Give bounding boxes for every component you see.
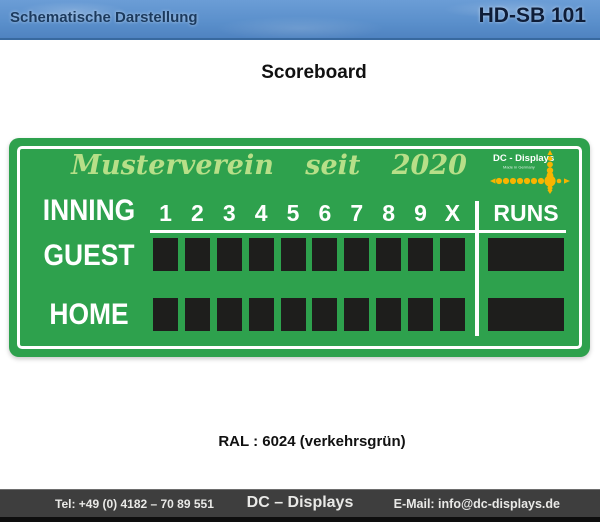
home-row-label: HOME: [49, 298, 129, 331]
footer-email: E-Mail: info@dc-displays.de: [393, 497, 560, 511]
inning-number: X: [444, 200, 461, 226]
score-cell: [376, 298, 402, 331]
footer-company: DC – Displays: [246, 494, 354, 511]
guest-runs-display: [488, 238, 564, 271]
score-cell: [312, 298, 338, 331]
score-cell: [280, 238, 306, 271]
inning-number: 4: [254, 200, 268, 226]
footer-bottom-strip: [0, 517, 600, 522]
dc-displays-logo: DC - Displays Made in Germany: [490, 150, 570, 194]
inning-number: 6: [318, 200, 332, 226]
guest-inning-cells: [153, 238, 465, 271]
model-number: HD-SB 101: [478, 4, 586, 27]
score-cell: [153, 298, 178, 331]
page-title: Scoreboard: [261, 62, 367, 83]
home-runs-display: [488, 298, 564, 331]
score-cell: [153, 238, 178, 271]
score-cell: [280, 298, 306, 331]
runs-column-label: RUNS: [493, 200, 559, 226]
inning-number: 7: [350, 200, 364, 226]
score-cell: [408, 298, 433, 331]
score-cell: [408, 238, 433, 271]
score-cell: [184, 298, 210, 331]
score-cell: [216, 298, 242, 331]
inning-number: 1: [159, 200, 172, 226]
inning-row-label: INNING: [42, 194, 136, 227]
runs-divider-line: [475, 201, 479, 336]
home-inning-cells: [153, 298, 465, 331]
inning-number: 9: [414, 200, 427, 226]
score-cell: [312, 238, 338, 271]
top-bar: Schematische Darstellung HD-SB 101: [0, 0, 600, 40]
logo-brand-text: DC - Displays: [493, 153, 554, 164]
inning-number: 2: [190, 200, 204, 226]
logo-tagline-text: Made in Germany: [503, 165, 535, 170]
score-cell: [344, 298, 370, 331]
top-bar-title: Schematische Darstellung: [10, 9, 198, 26]
inning-number: 5: [286, 200, 300, 226]
score-cell: [248, 298, 274, 331]
footer-bar: Tel: +49 (0) 4182 – 70 89 551 DC – Displ…: [0, 489, 600, 518]
score-cell: [184, 238, 210, 271]
score-cell: [216, 238, 242, 271]
inning-number: 3: [222, 200, 236, 226]
guest-row-label: GUEST: [43, 239, 135, 272]
ral-color-note: RAL : 6024 (verkehrsgrün): [218, 433, 406, 450]
score-cell: [248, 238, 274, 271]
score-cell: [439, 298, 465, 331]
scoreboard-panel: Musterverein seit 2020 DC - Displays Mad…: [9, 138, 590, 357]
club-name-text: Musterverein seit 2020: [71, 150, 467, 181]
score-cell: [376, 238, 402, 271]
logo-dots-cross-icon: [490, 150, 570, 194]
footer-phone: Tel: +49 (0) 4182 – 70 89 551: [55, 497, 214, 511]
score-cell: [344, 238, 370, 271]
inning-number: 8: [382, 200, 396, 226]
header-underline: [150, 230, 566, 233]
score-cell: [439, 238, 465, 271]
